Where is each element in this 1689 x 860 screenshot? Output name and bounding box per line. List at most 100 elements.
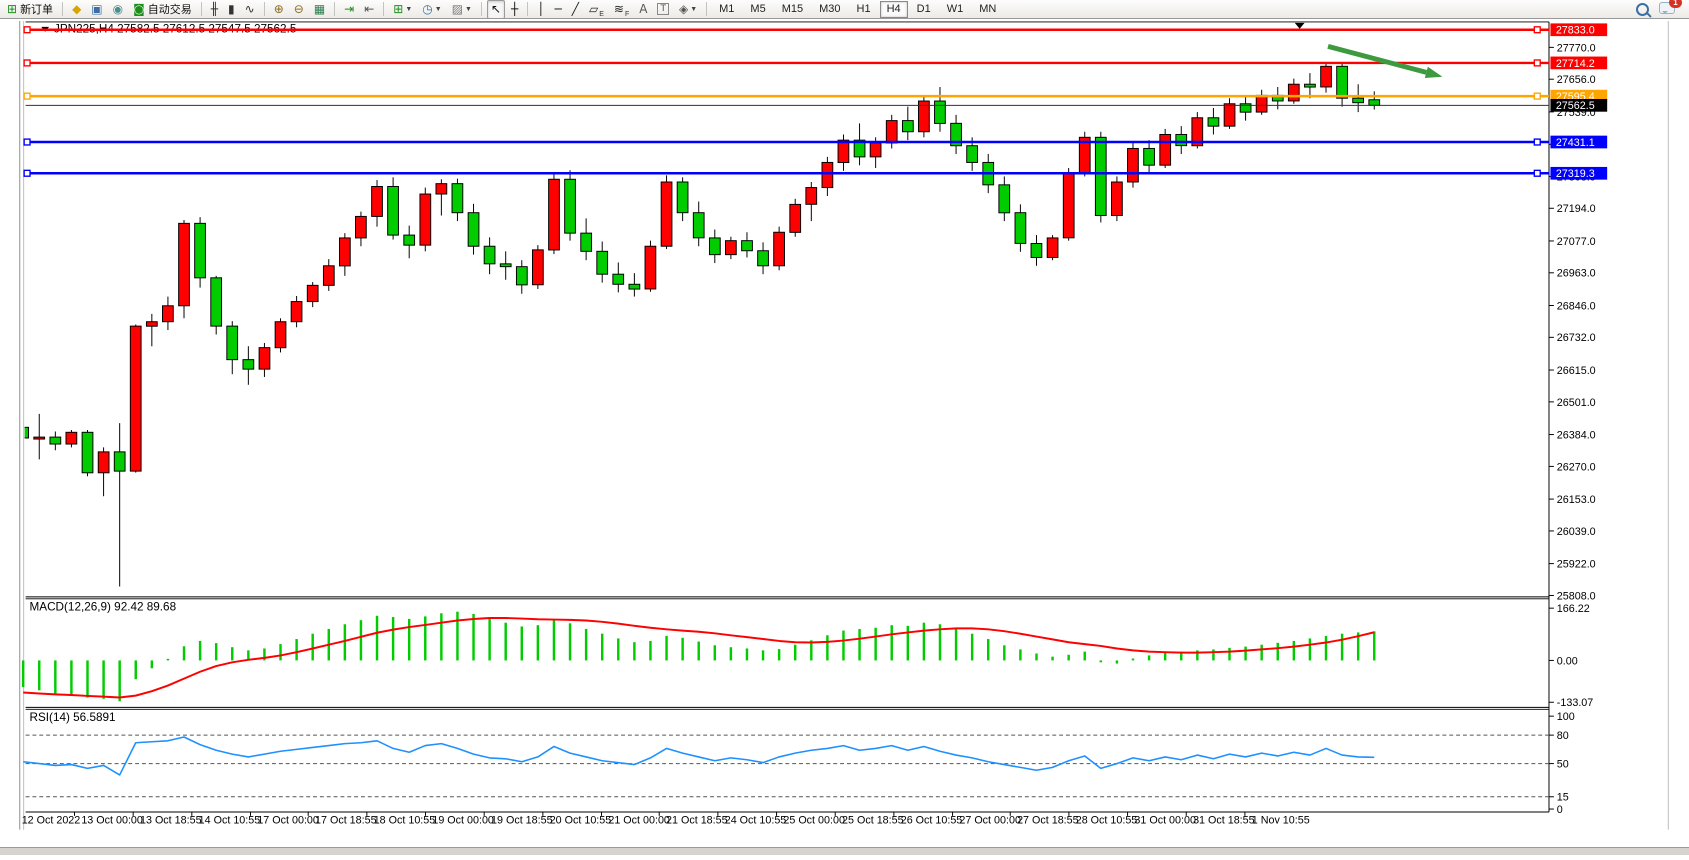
hline-27319.3[interactable] [23, 169, 1549, 177]
periods-dropdown-icon[interactable]: ▼ [434, 5, 442, 13]
templates-dropdown-icon[interactable]: ▼ [465, 5, 472, 13]
auto-scroll-button[interactable]: ⇤ [360, 0, 378, 19]
arrows-dropdown-icon[interactable]: ▼ [690, 5, 698, 13]
macd-histogram [21, 611, 1376, 702]
crosshair-button[interactable]: ┼ [507, 0, 522, 19]
toolbar-separator [527, 2, 529, 16]
price-badge-27714.2: 27714.2 [1550, 56, 1608, 70]
svg-text:17 Oct 00:00: 17 Oct 00:00 [257, 815, 319, 827]
candlestick-layer [24, 62, 1381, 587]
svg-text:25922.0: 25922.0 [1557, 559, 1596, 571]
svg-text:1 Nov 10:55: 1 Nov 10:55 [1252, 815, 1310, 827]
svg-text:26501.0: 26501.0 [1557, 397, 1596, 409]
fibonacci-sub-label: F [624, 10, 630, 18]
tile-windows-button[interactable]: ▦ [310, 0, 329, 19]
zoom-in-button[interactable]: ⊕ [270, 0, 288, 19]
navigator-icon: ◉ [112, 2, 124, 16]
autotrade-label: 自动交易 [147, 4, 192, 16]
text-label-button[interactable]: T [653, 0, 673, 19]
timeframe-button-m30[interactable]: M30 [819, 3, 841, 15]
fibonacci-icon: ≋ [613, 2, 624, 16]
arrows-icon: ◈ [678, 2, 689, 16]
chart-shift-marker[interactable] [1294, 22, 1305, 29]
chart-line-button[interactable]: ∿ [241, 0, 259, 19]
timeframe-button-h4[interactable]: H4 [879, 0, 908, 18]
text-button[interactable]: A [635, 0, 651, 19]
text-icon: A [639, 2, 648, 16]
timeframe-button-m5[interactable]: M5 [750, 3, 766, 15]
horizontal-lines [23, 26, 1549, 177]
chart-candles-button[interactable]: ▮ [224, 0, 239, 19]
svg-text:27562.5: 27562.5 [1556, 100, 1595, 112]
hline-27714.2[interactable] [23, 59, 1549, 67]
equidistant-channel-sub-label: E [599, 10, 604, 18]
text-label-icon: T [657, 3, 669, 15]
new-chart-button[interactable]: ⊞ ▼ [389, 0, 416, 19]
notification-badge: 1 [1669, 0, 1682, 8]
chart-area[interactable]: 27770.027656.027539.027423.027308.027194… [0, 19, 1689, 855]
arrows-button[interactable]: ◈ ▼ [675, 0, 701, 19]
timeframe-button-h1[interactable]: H1 [856, 3, 871, 15]
svg-text:80: 80 [1557, 730, 1569, 742]
svg-text:13 Oct 00:00: 13 Oct 00:00 [81, 815, 143, 827]
toolbar-separator [200, 2, 202, 16]
equidistant-channel-icon: ▱ [588, 2, 599, 16]
svg-text:27077.0: 27077.0 [1557, 236, 1596, 248]
new-order-button[interactable]: ⊞ 新订单 [3, 0, 57, 19]
timeframe-button-m15[interactable]: M15 [781, 3, 804, 15]
timeframe-button-m1[interactable]: M1 [719, 3, 735, 15]
cursor-button[interactable]: ↖ [486, 0, 506, 19]
trend-arrow-annotation[interactable] [1327, 44, 1443, 79]
notifications-button[interactable]: 1 [1659, 0, 1682, 17]
timeframe-button-w1[interactable]: W1 [946, 3, 964, 15]
data-window-button[interactable]: ▣ [87, 0, 106, 19]
svg-text:26 Oct 10:55: 26 Oct 10:55 [901, 815, 963, 827]
timeframe-button-d1[interactable]: D1 [916, 3, 931, 15]
svg-text:14 Oct 10:55: 14 Oct 10:55 [199, 815, 261, 827]
search-icon[interactable] [1636, 2, 1649, 16]
toolbar-separator [263, 2, 265, 16]
svg-text:26270.0: 26270.0 [1557, 461, 1596, 473]
svg-text:31 Oct 18:55: 31 Oct 18:55 [1193, 815, 1255, 827]
autotrade-button[interactable]: ◙ 自动交易 [129, 0, 196, 19]
toolbar-separator [480, 2, 482, 16]
hline-27431.1[interactable] [23, 138, 1549, 146]
horizontal-line-button[interactable]: ─ [551, 0, 566, 19]
zoom-in-icon: ⊕ [273, 2, 284, 16]
equidistant-channel-button[interactable]: ▱ E [585, 0, 608, 19]
svg-text:15: 15 [1557, 792, 1569, 804]
macd-signal-line [23, 617, 1375, 699]
svg-text:100: 100 [1557, 711, 1575, 723]
hline-handle-right [1533, 59, 1541, 67]
hline-handle-right [1533, 138, 1541, 146]
hline-handle-left [23, 169, 31, 177]
window-frame [19, 20, 1669, 830]
templates-button[interactable]: ▨ ▼ [448, 0, 476, 19]
new-chart-dropdown-icon[interactable]: ▼ [405, 5, 413, 13]
svg-text:27194.0: 27194.0 [1557, 203, 1596, 215]
svg-text:18 Oct 10:55: 18 Oct 10:55 [374, 815, 436, 827]
hline-27833.0[interactable] [23, 26, 1549, 34]
zoom-out-button[interactable]: ⊖ [290, 0, 308, 19]
rsi-label: RSI(14) 56.5891 [30, 711, 116, 724]
chart-bars-button[interactable]: ╫ [207, 0, 222, 19]
fibonacci-button[interactable]: ≋ F [610, 0, 633, 19]
svg-text:20 Oct 10:55: 20 Oct 10:55 [550, 815, 612, 827]
navigator-button[interactable]: ◉ [109, 0, 127, 19]
toolbar: ⊞ 新订单 ◆ ▣ ◉ ◙ 自动交易 ╫ ▮ ∿ ⊕ ⊖ ▦ ⇥ ⇤ ⊞ ▼ ◷ ▼ ▨ ▼ ↖ ┼ │ ─ ╱ ▱ E ≋ F A T ◈ ▼ … [0, 0, 1689, 19]
svg-text:19 Oct 18:55: 19 Oct 18:55 [491, 815, 553, 827]
hline-27595.4[interactable] [23, 92, 1549, 100]
new-order-label: 新订单 [20, 4, 54, 16]
svg-text:27 Oct 00:00: 27 Oct 00:00 [959, 815, 1021, 827]
scroll-to-end-button[interactable]: ⇥ [340, 0, 358, 19]
svg-text:26732.0: 26732.0 [1557, 332, 1596, 344]
vertical-line-button[interactable]: │ [533, 0, 548, 19]
timeframe-button-mn[interactable]: MN [979, 3, 997, 15]
svg-text:19 Oct 00:00: 19 Oct 00:00 [432, 815, 494, 827]
new-order-icon: ⊞ [7, 2, 18, 16]
svg-text:21 Oct 18:55: 21 Oct 18:55 [666, 815, 728, 827]
periods-button[interactable]: ◷ ▼ [418, 0, 445, 19]
market-watch-button[interactable]: ◆ [68, 0, 85, 19]
trend-line-button[interactable]: ╱ [568, 0, 583, 19]
svg-text:27 Oct 18:55: 27 Oct 18:55 [1017, 815, 1079, 827]
